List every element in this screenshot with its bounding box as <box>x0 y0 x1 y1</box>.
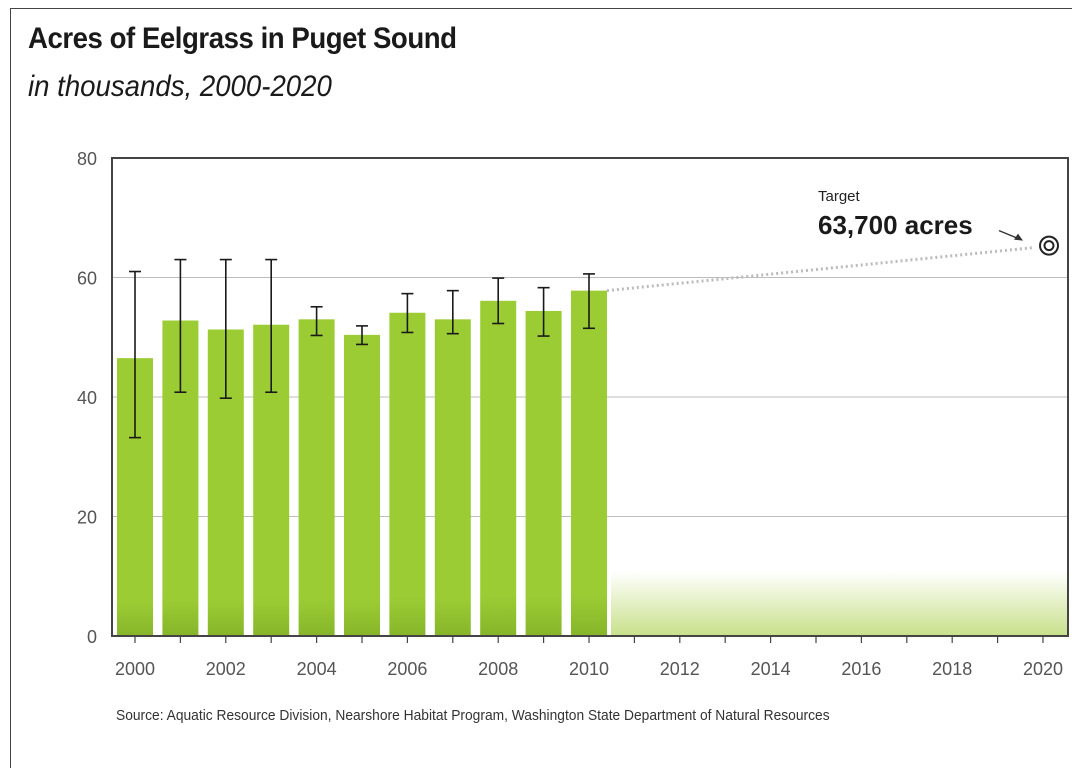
chart-subtitle: in thousands, 2000-2020 <box>28 70 332 103</box>
x-tick-label: 2016 <box>841 659 881 679</box>
error-bar <box>446 289 459 335</box>
target-arrow-head <box>1014 233 1023 241</box>
x-tick-label: 2010 <box>569 659 609 679</box>
y-tick-label: 60 <box>77 269 97 289</box>
bar <box>480 300 517 636</box>
bar <box>389 312 426 636</box>
projection-area <box>611 571 1068 636</box>
x-tick-label: 2004 <box>297 659 337 679</box>
x-tick-label: 2008 <box>478 659 518 679</box>
error-bar <box>356 325 368 346</box>
target-value-label: 63,700 acres <box>818 210 973 240</box>
x-tick-label: 2020 <box>1023 659 1063 679</box>
bar <box>344 334 380 636</box>
error-bar <box>401 292 414 334</box>
chart-title: Acres of Eelgrass in Puget Sound <box>28 22 457 55</box>
bar <box>525 310 562 636</box>
y-tick-label: 40 <box>77 388 97 408</box>
target-label: Target <box>818 188 861 205</box>
error-bar <box>219 258 232 399</box>
target-trend-line <box>606 246 1034 293</box>
plot-frame <box>111 157 1069 637</box>
x-tick-label: 2014 <box>751 659 791 679</box>
bar <box>298 319 335 636</box>
chart-frame <box>10 8 1072 768</box>
error-bar <box>265 258 278 394</box>
error-bar <box>129 270 141 439</box>
bar-chart: Target 63,700 acres 0 20 40 60 80 2000 2002 2004… <box>77 149 1069 679</box>
x-tick-label: 2012 <box>660 659 700 679</box>
x-tick-label: 2002 <box>206 659 246 679</box>
y-tick-label: 20 <box>77 508 97 528</box>
error-bar <box>583 273 595 330</box>
x-tick-label: 2006 <box>387 659 427 679</box>
target-marker-inner <box>1043 240 1055 252</box>
error-bar <box>310 305 323 337</box>
error-bar <box>492 277 505 325</box>
bar <box>434 319 471 636</box>
y-tick-label: 80 <box>77 149 97 169</box>
x-tick-label: 2018 <box>932 659 972 679</box>
y-tick-label: 0 <box>87 627 97 647</box>
error-bar <box>174 258 187 394</box>
error-bar <box>537 286 550 337</box>
x-tick-label: 2000 <box>115 659 155 679</box>
bar <box>571 290 607 636</box>
source-note: Source: Aquatic Resource Division, Nears… <box>116 707 830 724</box>
